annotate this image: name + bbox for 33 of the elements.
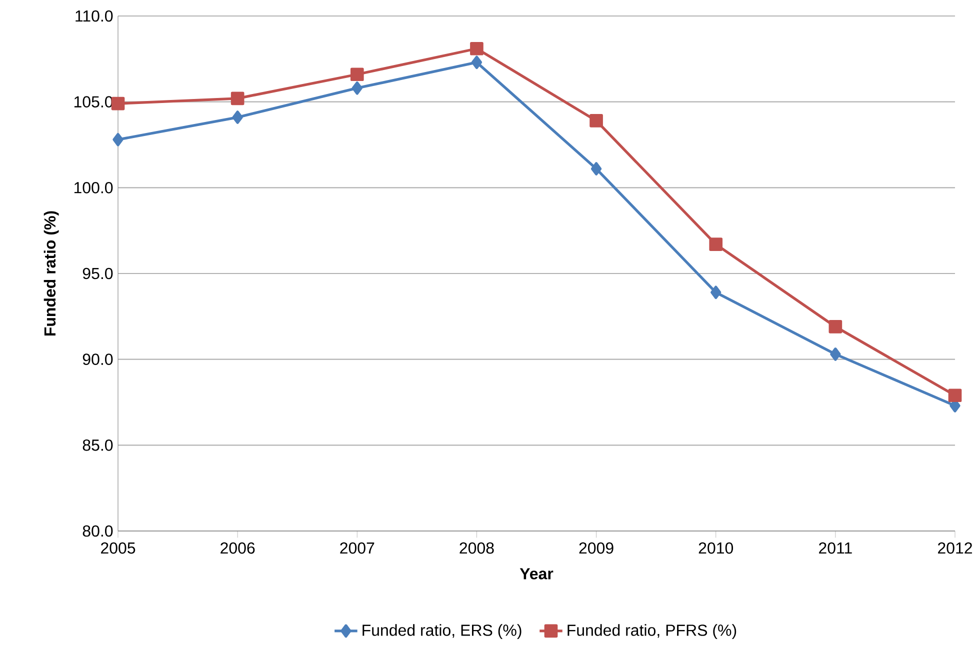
- y-axis-title: Funded ratio (%): [44, 211, 59, 336]
- point: [111, 96, 125, 110]
- y-tick-label: 85.0: [82, 440, 113, 451]
- point: [710, 286, 722, 300]
- point: [830, 348, 841, 361]
- y-tick-label: 90.0: [82, 354, 113, 365]
- point: [709, 238, 723, 251]
- legend-label: Funded ratio, PFRS (%): [568, 624, 736, 640]
- point: [232, 110, 243, 124]
- point: [948, 388, 962, 402]
- x-tick-label: 2012: [938, 542, 972, 554]
- x-tick-label: 2008: [460, 542, 494, 554]
- x-tick-label: 2009: [579, 542, 614, 554]
- point: [350, 68, 364, 82]
- point: [828, 320, 842, 334]
- legend-label: Funded ratio, ERS (%): [362, 624, 522, 640]
- point: [112, 132, 124, 146]
- y-tick-label: 80.0: [82, 525, 113, 537]
- x-tick-label: 2010: [698, 542, 734, 554]
- point: [590, 114, 603, 128]
- point: [590, 162, 602, 176]
- y-tick-label: 100.0: [74, 182, 113, 194]
- point: [230, 92, 244, 106]
- point: [470, 42, 484, 56]
- point: [352, 81, 362, 95]
- y-tick-label: 110.0: [76, 10, 113, 22]
- point: [471, 56, 482, 70]
- x-tick-label: 2007: [340, 542, 374, 554]
- y-tick-label: 95.0: [82, 268, 113, 280]
- x-tick-label: 2005: [101, 542, 136, 554]
- x-tick-label: 2011: [819, 542, 852, 554]
- x-tick-label: 2006: [220, 542, 255, 554]
- x-axis-title: Year: [520, 568, 554, 580]
